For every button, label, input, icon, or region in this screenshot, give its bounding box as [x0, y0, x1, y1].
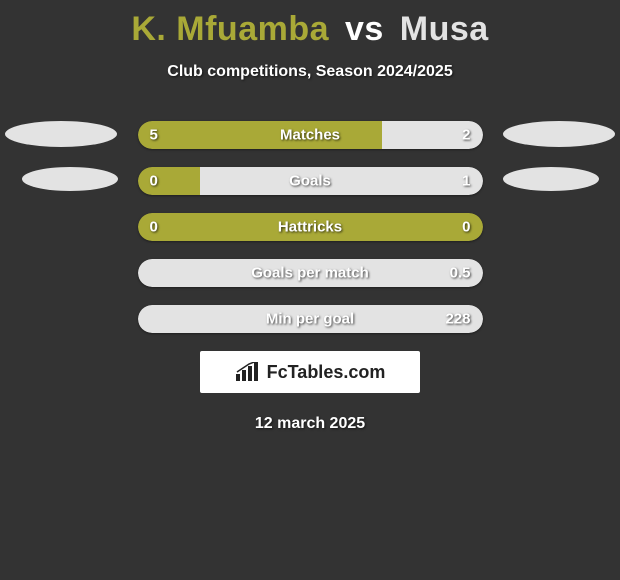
- right-value: 0.5: [450, 265, 471, 282]
- decorative-oval: [5, 121, 117, 147]
- player1-name: K. Mfuamba: [131, 10, 329, 48]
- left-value: 0: [150, 219, 158, 236]
- stat-label: Min per goal: [266, 311, 354, 328]
- stat-label: Matches: [280, 127, 340, 144]
- decorative-oval: [22, 167, 118, 191]
- left-fill: [138, 167, 200, 195]
- right-value: 2: [462, 127, 470, 144]
- left-value: 0: [150, 173, 158, 190]
- right-value: 1: [462, 173, 470, 190]
- player2-name: Musa: [400, 10, 489, 48]
- stat-row-matches: 5 Matches 2: [138, 121, 483, 149]
- right-value: 0: [462, 219, 470, 236]
- brand-badge: FcTables.com: [200, 351, 420, 393]
- left-value: 5: [150, 127, 158, 144]
- vs-label: vs: [345, 10, 384, 48]
- chart-icon: [235, 362, 261, 382]
- stat-row-hattricks: 0 Hattricks 0: [138, 213, 483, 241]
- stat-row-goals: 0 Goals 1: [138, 167, 483, 195]
- right-fill: [200, 167, 483, 195]
- stat-label: Goals: [289, 173, 331, 190]
- subtitle: Club competitions, Season 2024/2025: [0, 63, 620, 81]
- stat-label: Goals per match: [251, 265, 369, 282]
- left-fill: [138, 121, 383, 149]
- date-label: 12 march 2025: [0, 415, 620, 433]
- decorative-oval: [503, 121, 615, 147]
- comparison-content: 5 Matches 2 0 Goals 1 0 Hattricks 0 Goals per mat…: [0, 121, 620, 333]
- stat-row-min-per-goal: Min per goal 228: [138, 305, 483, 333]
- stat-row-goals-per-match: Goals per match 0.5: [138, 259, 483, 287]
- brand-text: FcTables.com: [267, 362, 386, 383]
- decorative-oval: [503, 167, 599, 191]
- right-value: 228: [445, 311, 470, 328]
- page-title: K. Mfuamba vs Musa: [0, 0, 620, 49]
- stat-label: Hattricks: [278, 219, 342, 236]
